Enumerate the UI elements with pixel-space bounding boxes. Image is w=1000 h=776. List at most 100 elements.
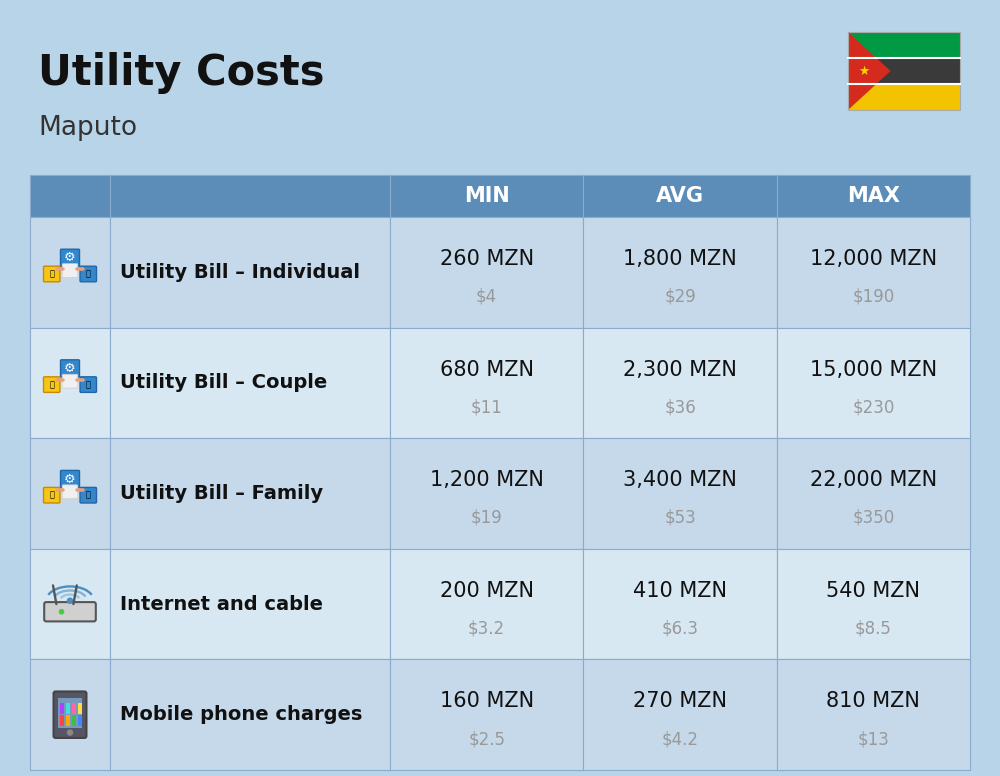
Bar	[30, 660, 110, 770]
Text: 410 MZN: 410 MZN	[633, 580, 727, 601]
Text: MIN: MIN	[464, 186, 510, 206]
FancyBboxPatch shape	[44, 377, 60, 393]
Bar	[110, 549, 390, 660]
Text: $13: $13	[857, 730, 889, 748]
Bar	[777, 660, 970, 770]
Circle shape	[67, 598, 73, 603]
Text: Utility Bill – Couple: Utility Bill – Couple	[120, 373, 327, 393]
Text: ⚙: ⚙	[64, 473, 76, 486]
Bar	[583, 327, 777, 438]
Bar	[30, 175, 110, 217]
Text: 2,300 MZN: 2,300 MZN	[623, 359, 737, 379]
Text: $53: $53	[664, 509, 696, 527]
Bar	[848, 84, 960, 110]
Circle shape	[59, 610, 64, 614]
Bar	[30, 217, 110, 327]
Text: ⚙: ⚙	[64, 251, 76, 265]
Text: 12,000 MZN: 12,000 MZN	[810, 249, 937, 269]
Text: 810 MZN: 810 MZN	[826, 691, 920, 712]
Bar	[583, 175, 777, 217]
FancyBboxPatch shape	[80, 487, 96, 503]
Bar	[390, 660, 583, 770]
Bar	[110, 327, 390, 438]
Text: 🚿: 🚿	[85, 490, 90, 500]
Text: 270 MZN: 270 MZN	[633, 691, 727, 712]
FancyBboxPatch shape	[54, 691, 86, 738]
FancyBboxPatch shape	[60, 249, 80, 266]
Text: $230: $230	[852, 398, 895, 416]
Text: Internet and cable: Internet and cable	[120, 594, 323, 614]
Bar	[110, 660, 390, 770]
Bar	[390, 327, 583, 438]
FancyBboxPatch shape	[62, 264, 78, 278]
Bar	[110, 438, 390, 549]
Text: ⚙: ⚙	[64, 362, 76, 375]
Bar	[30, 549, 110, 660]
Text: $350: $350	[852, 509, 894, 527]
Text: $4: $4	[476, 288, 497, 306]
Bar	[66, 715, 70, 726]
Text: 260 MZN: 260 MZN	[440, 249, 534, 269]
Bar	[58, 698, 82, 729]
Text: 🚿: 🚿	[85, 269, 90, 279]
Bar	[848, 32, 960, 110]
Text: 🔌: 🔌	[50, 380, 55, 389]
Bar	[583, 217, 777, 327]
Text: Utility Costs: Utility Costs	[38, 52, 324, 94]
Bar	[72, 703, 76, 713]
FancyBboxPatch shape	[62, 374, 78, 388]
Text: MAX: MAX	[847, 186, 900, 206]
FancyBboxPatch shape	[60, 360, 80, 377]
Bar	[583, 660, 777, 770]
Bar	[30, 327, 110, 438]
Text: $29: $29	[664, 288, 696, 306]
Text: 15,000 MZN: 15,000 MZN	[810, 359, 937, 379]
Text: Utility Bill – Family: Utility Bill – Family	[120, 484, 323, 503]
Bar	[110, 175, 390, 217]
Text: Mobile phone charges: Mobile phone charges	[120, 705, 362, 724]
Bar	[60, 715, 64, 726]
Bar	[777, 549, 970, 660]
FancyBboxPatch shape	[44, 487, 60, 503]
Bar	[66, 703, 70, 713]
FancyBboxPatch shape	[44, 266, 60, 282]
Text: 22,000 MZN: 22,000 MZN	[810, 470, 937, 490]
Text: Utility Bill – Individual: Utility Bill – Individual	[120, 263, 360, 282]
Bar	[390, 438, 583, 549]
FancyBboxPatch shape	[44, 602, 96, 622]
Text: $19: $19	[471, 509, 503, 527]
Bar	[110, 217, 390, 327]
Text: $6.3: $6.3	[662, 619, 698, 637]
Bar	[78, 703, 82, 713]
Text: AVG: AVG	[656, 186, 704, 206]
Bar	[848, 32, 960, 58]
Bar	[777, 327, 970, 438]
Bar	[777, 217, 970, 327]
Bar	[78, 715, 82, 726]
Text: 🔌: 🔌	[50, 490, 55, 500]
Text: $3.2: $3.2	[468, 619, 505, 637]
Bar	[390, 549, 583, 660]
Bar	[583, 438, 777, 549]
Text: 680 MZN: 680 MZN	[440, 359, 534, 379]
Text: 🔌: 🔌	[50, 269, 55, 279]
Text: 🚿: 🚿	[85, 380, 90, 389]
Bar	[583, 549, 777, 660]
Text: 3,400 MZN: 3,400 MZN	[623, 470, 737, 490]
Text: $36: $36	[664, 398, 696, 416]
Text: $4.2: $4.2	[662, 730, 698, 748]
Bar	[390, 175, 583, 217]
Polygon shape	[848, 32, 891, 110]
Bar	[390, 217, 583, 327]
Text: $2.5: $2.5	[468, 730, 505, 748]
Text: Maputo: Maputo	[38, 115, 137, 141]
Text: 540 MZN: 540 MZN	[826, 580, 920, 601]
Text: $190: $190	[852, 288, 894, 306]
Circle shape	[67, 730, 73, 735]
Text: 1,200 MZN: 1,200 MZN	[430, 470, 544, 490]
Bar	[848, 58, 960, 84]
Bar	[60, 703, 64, 713]
FancyBboxPatch shape	[60, 470, 80, 487]
Bar	[30, 438, 110, 549]
Text: $11: $11	[471, 398, 503, 416]
